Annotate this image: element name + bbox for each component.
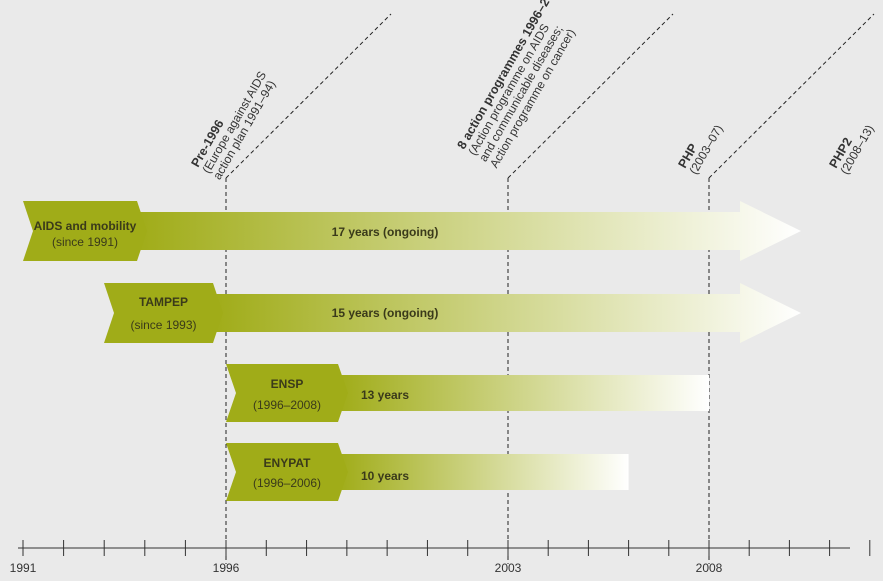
axis-label-2008: 2008 <box>696 561 723 575</box>
programme-aids-mobility: AIDS and mobility (since 1991) 17 years (o… <box>23 201 801 261</box>
programme-period-enypat: (1996–2006) <box>253 476 321 490</box>
programme-period-aids-mobility: (since 1991) <box>52 235 118 249</box>
phase-label-action-programmes: 8 action programmes 1996–2002(Action pro… <box>454 0 578 170</box>
axis-label-1996: 1996 <box>213 561 240 575</box>
phase-diagonal-php <box>708 13 875 179</box>
programme-duration-enypat: 10 years <box>361 469 409 483</box>
programme-duration-ensp: 13 years <box>361 388 409 402</box>
programme-period-ensp: (1996–2008) <box>253 398 321 412</box>
programme-name-enypat: ENYPAT <box>264 456 312 470</box>
programme-duration-aids-mobility: 17 years (ongoing) <box>332 225 439 239</box>
label-chevron-ensp <box>226 364 348 422</box>
programme-name-tampep: TAMPEP <box>139 295 188 309</box>
phase-label-php2: PHP2(2008–13) <box>826 122 876 176</box>
programme-name-aids-mobility: AIDS and mobility <box>34 219 137 233</box>
axis-label-2003: 2003 <box>495 561 522 575</box>
axis-label-1991: 1991 <box>10 561 37 575</box>
programme-enypat: ENYPAT (1996–2006) 10 years <box>226 443 629 501</box>
phase-label-php: PHP(2003–07) <box>675 122 725 176</box>
phase-diagonal-action-programmes <box>507 13 674 179</box>
duration-bar-enypat <box>338 454 629 490</box>
phase-diagonal-pre1996 <box>225 13 392 179</box>
timeline-axis: 1991 1996 2003 2008 <box>10 540 871 575</box>
label-chevron-aids-mobility <box>23 201 147 261</box>
programme-period-tampep: (since 1993) <box>130 318 196 332</box>
programme-bars: AIDS and mobility (since 1991) 17 years (o… <box>23 201 801 501</box>
label-chevron-tampep <box>104 283 223 343</box>
duration-arrow-aids-mobility <box>137 201 801 261</box>
duration-bar-ensp <box>338 375 709 411</box>
label-chevron-enypat <box>226 443 348 501</box>
programme-name-ensp: ENSP <box>271 377 304 391</box>
programme-tampep: TAMPEP (since 1993) 15 years (ongoing) <box>104 283 801 343</box>
duration-arrow-tampep <box>213 283 801 343</box>
programme-ensp: ENSP (1996–2008) 13 years <box>226 364 709 422</box>
programme-duration-tampep: 15 years (ongoing) <box>332 306 439 320</box>
